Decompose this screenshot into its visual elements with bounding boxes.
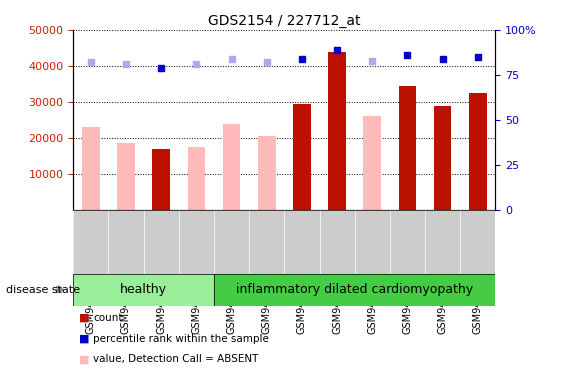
Title: GDS2154 / 227712_at: GDS2154 / 227712_at (208, 13, 360, 28)
Bar (214, 274, 495, 306)
Bar (153, 149, 170, 210)
Bar (328, 52, 346, 210)
Bar (364, 116, 381, 210)
Bar (258, 136, 275, 210)
Bar (469, 93, 486, 210)
Bar (399, 86, 416, 210)
Bar (117, 143, 135, 210)
Bar (434, 106, 452, 210)
Bar (223, 124, 240, 210)
Text: value, Detection Call = ABSENT: value, Detection Call = ABSENT (93, 354, 258, 364)
Bar (82, 127, 100, 210)
Bar (293, 104, 311, 210)
Bar (73, 274, 214, 306)
Text: percentile rank within the sample: percentile rank within the sample (93, 334, 269, 344)
Text: ■: ■ (79, 334, 90, 344)
Text: disease state: disease state (6, 285, 80, 295)
Text: ■: ■ (79, 354, 90, 364)
Text: inflammatory dilated cardiomyopathy: inflammatory dilated cardiomyopathy (236, 283, 473, 296)
Bar (187, 147, 205, 210)
Text: count: count (93, 313, 122, 323)
Text: ■: ■ (79, 313, 90, 323)
Text: healthy: healthy (120, 283, 167, 296)
